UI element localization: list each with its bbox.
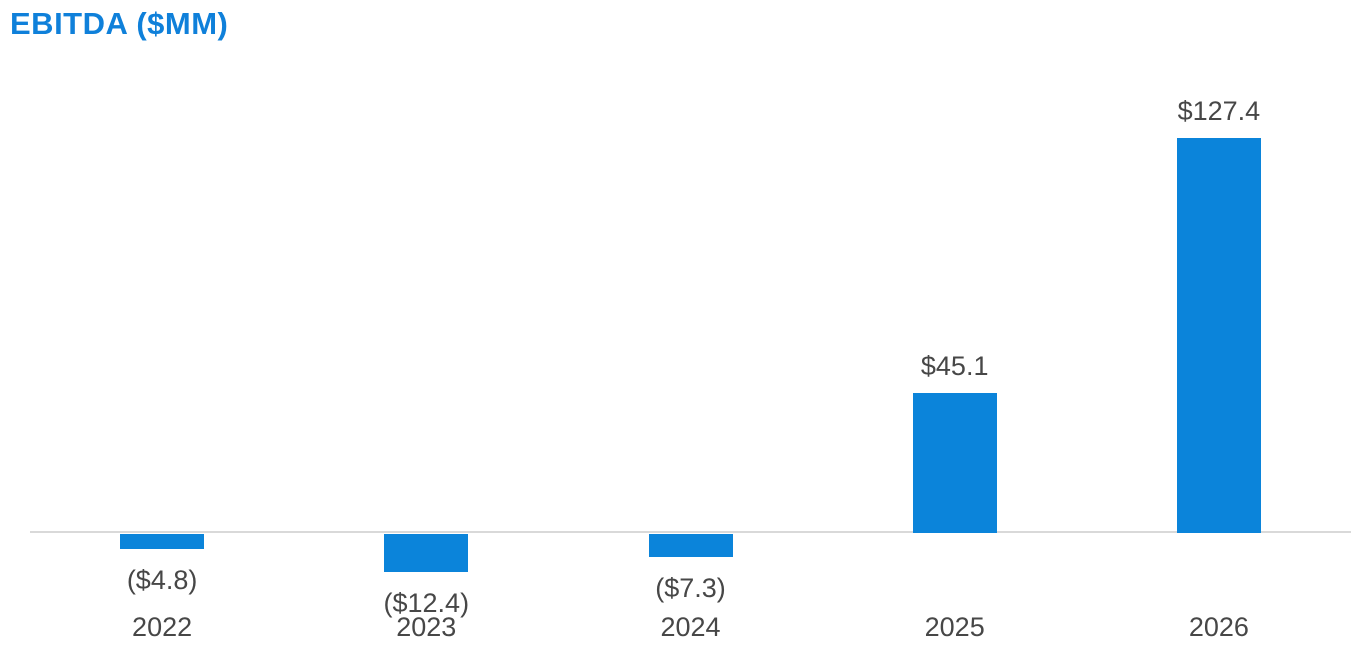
bar-2025 xyxy=(912,393,997,533)
value-label-2022: ($4.8) xyxy=(126,564,198,595)
category-label-2026: 2026 xyxy=(1188,612,1249,642)
bar-2023 xyxy=(384,534,469,573)
category-label-2024: 2024 xyxy=(660,612,721,642)
value-label-2026: $127.4 xyxy=(1177,96,1261,127)
x-axis-line xyxy=(30,531,1351,533)
category-label-2022: 2022 xyxy=(132,612,193,642)
value-label-2025: $45.1 xyxy=(920,351,989,382)
value-label-2024: ($7.3) xyxy=(655,572,726,603)
bar-2026 xyxy=(1176,138,1261,533)
bar-2024 xyxy=(648,534,733,557)
category-label-2023: 2023 xyxy=(396,612,457,642)
chart-title: EBITDA ($MM) xyxy=(10,6,229,41)
value-label-2023: ($12.4) xyxy=(383,588,470,619)
bar-2022 xyxy=(120,534,205,549)
category-label-2025: 2025 xyxy=(924,612,985,642)
